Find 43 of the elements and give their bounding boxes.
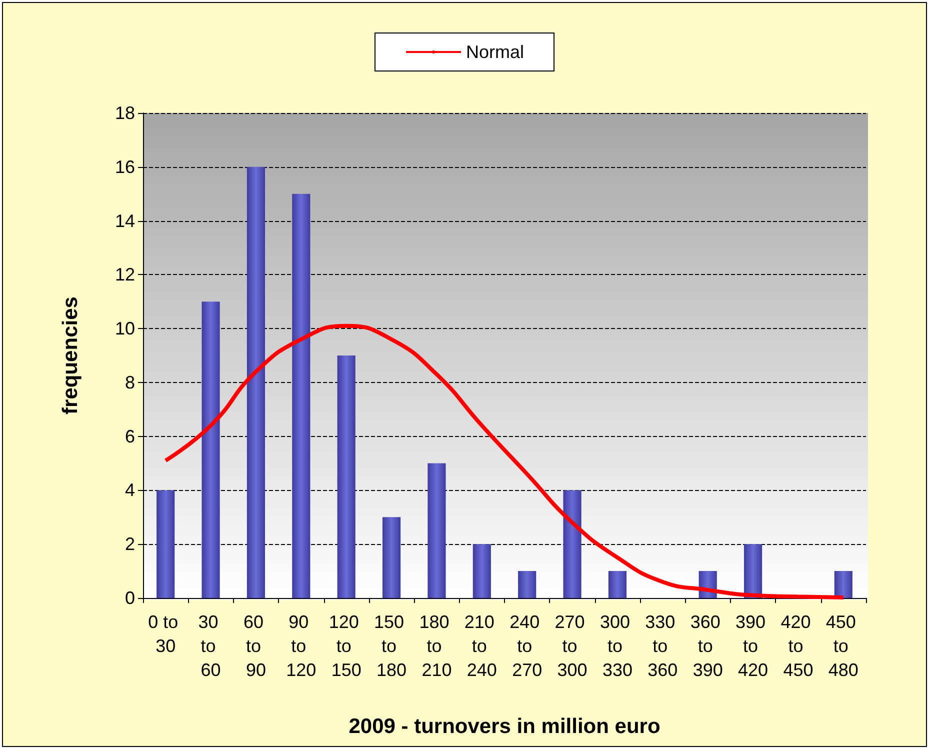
x-tick-label: 360 to 390: [690, 612, 726, 680]
bar: [834, 571, 852, 598]
y-axis-title: frequencies: [59, 296, 82, 414]
x-tick-label: 270 to 300: [554, 612, 590, 680]
x-tick-label: 30 to 60: [198, 612, 224, 680]
bar: [518, 571, 536, 598]
line-series: [164, 324, 846, 600]
y-tick-label: 0: [124, 588, 135, 608]
x-tick-label: 120 to 150: [328, 612, 364, 680]
y-tick-label: 14: [114, 210, 135, 231]
bar: [292, 194, 310, 598]
x-axis-title: 2009 - turnovers in million euro: [348, 715, 660, 738]
y-tick-label: 6: [124, 426, 135, 446]
x-tick-label: 180 to 210: [419, 612, 454, 680]
bar: [744, 544, 762, 598]
y-tick-label: 2: [124, 534, 135, 554]
y-tick-label: 10: [114, 318, 135, 339]
legend-label: Normal: [466, 42, 524, 62]
bar: [608, 571, 627, 598]
x-tick-label: 90 to 120: [286, 612, 316, 680]
y-tick-label: 18: [114, 103, 135, 123]
bar: [156, 490, 175, 598]
bar: [563, 490, 582, 598]
y-tick-label: 4: [124, 480, 135, 500]
y-tick-label: 8: [124, 372, 135, 392]
x-tick-label: 60 to 90: [243, 612, 268, 680]
bar: [246, 166, 266, 598]
y-tick-label: 12: [114, 264, 135, 285]
x-tick-label: 450 to 480: [826, 612, 861, 680]
bar: [428, 463, 446, 598]
x-tick-label: 300 to 330: [600, 612, 635, 680]
x-tick-label: 0 to 30: [148, 612, 184, 656]
bar: [472, 544, 491, 598]
bar: [202, 302, 220, 598]
x-tick-label: 210 to 240: [464, 612, 500, 680]
x-tick-label: 330 to 360: [645, 612, 680, 680]
y-tick-label: 16: [114, 156, 135, 177]
x-tick-label: 390 to 420: [736, 612, 771, 680]
x-tick-label: 240 to 270: [510, 612, 545, 680]
x-tick-label: 150 to 180: [374, 612, 410, 680]
x-tick-label: 420 to 450: [780, 612, 816, 680]
bar: [382, 517, 401, 598]
bar: [337, 356, 356, 598]
